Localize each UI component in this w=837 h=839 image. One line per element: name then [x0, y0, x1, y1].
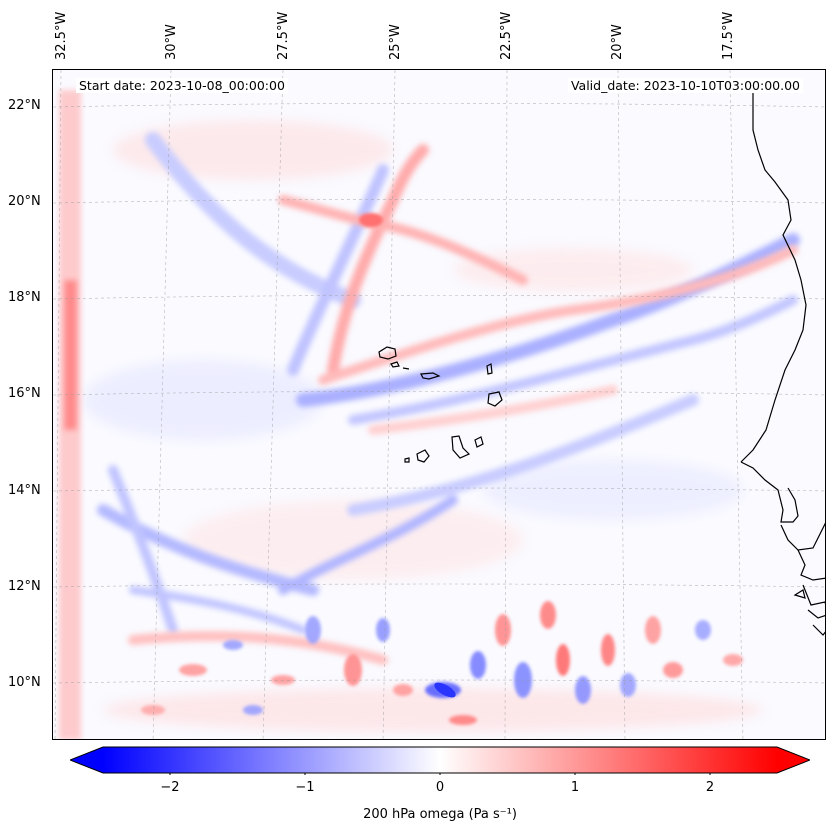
coastline	[740, 90, 825, 636]
lat-label-12n: 12°N	[8, 579, 41, 594]
colorbar-tick-2: 2	[705, 780, 715, 795]
lon-label-30w: 30°W	[164, 24, 179, 60]
colorbar-low-extend	[70, 747, 103, 773]
colorbar	[70, 746, 810, 775]
valid-date-label: Valid_date: 2023-10-10T03:00:00.00	[567, 78, 803, 93]
lon-label-27-5w: 27.5°W	[276, 11, 291, 60]
lon-label-17-5w: 17.5°W	[721, 11, 736, 60]
start-date-label: Start date: 2023-10-08_00:00:00	[76, 78, 288, 93]
colorbar-tick-1: 1	[570, 780, 580, 795]
lat-label-18n: 18°N	[8, 290, 41, 305]
colorbar-high-extend	[777, 747, 810, 773]
omega-field	[53, 70, 825, 739]
lon-label-25w: 25°W	[388, 24, 403, 60]
lat-label-16n: 16°N	[8, 386, 41, 401]
lat-label-10n: 10°N	[8, 675, 41, 690]
omega-map	[52, 69, 826, 740]
colorbar-label: 200 hPa omega (Pa s⁻¹)	[363, 807, 517, 822]
colorbar-tick-0: 0	[435, 780, 445, 795]
lat-label-14n: 14°N	[8, 483, 41, 498]
lon-label-20w: 20°W	[610, 24, 625, 60]
colorbar-tick-neg2: −2	[160, 780, 180, 795]
colorbar-tick-neg1: −1	[295, 780, 315, 795]
lon-label-22-5w: 22.5°W	[499, 11, 514, 60]
lat-label-22n: 22°N	[8, 98, 41, 113]
lat-label-20n: 20°N	[8, 194, 41, 209]
colorbar-gradient	[103, 747, 777, 773]
islands	[378, 346, 503, 463]
lon-label-32-5w: 32.5°W	[54, 11, 69, 60]
